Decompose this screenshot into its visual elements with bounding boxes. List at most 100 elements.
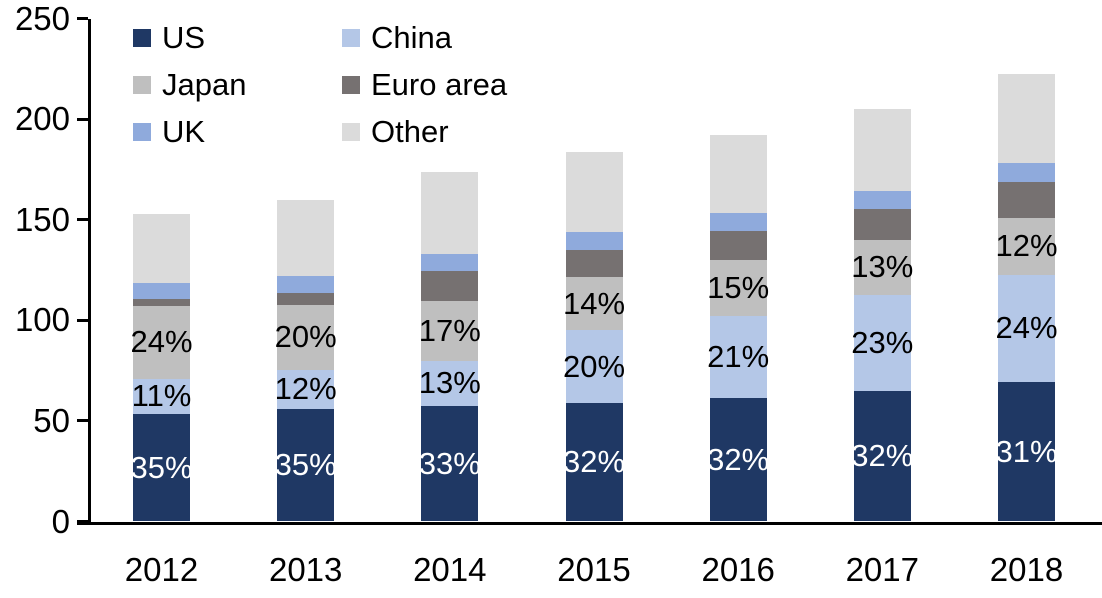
- bar-segment-japan-2012: [133, 306, 190, 379]
- y-axis-tick: [77, 419, 88, 423]
- y-tick-label: 100: [14, 301, 70, 339]
- bar-segment-euro-area-2012: [133, 299, 190, 307]
- bar-segment-uk-2017: [853, 190, 911, 209]
- bar-segment-china-2013: [277, 369, 335, 409]
- bar-segment-label-japan-2015: 14%: [562, 285, 626, 321]
- bar-segment-other-2017: [853, 109, 911, 191]
- legend-label-euro-area: Euro area: [371, 67, 508, 102]
- bar-segment-label-us-2012: 35%: [130, 449, 193, 485]
- legend-item-japan: Japan: [133, 68, 246, 102]
- bar-segment-label-japan-2014: 17%: [418, 312, 481, 348]
- legend-swatch-other: [342, 123, 360, 141]
- bar-segment-label-japan-2013: 20%: [274, 319, 337, 355]
- bar-segment-japan-2014: [421, 301, 479, 361]
- bar-segment-japan-2013: [277, 305, 335, 370]
- legend-item-uk: UK: [133, 115, 205, 149]
- legend-swatch-us: [133, 29, 151, 47]
- bar-segment-uk-2013: [277, 276, 335, 294]
- legend-item-other: Other: [342, 115, 449, 149]
- bar-segment-china-2012: [133, 378, 190, 414]
- bar-segment-us-2015: [565, 402, 623, 522]
- bar-segment-uk-2012: [133, 283, 190, 300]
- legend-label-china: China: [371, 20, 452, 55]
- bar-segment-euro-area-2014: [421, 271, 479, 302]
- bar-segment-label-us-2015: 32%: [562, 444, 626, 480]
- y-axis-line: [88, 19, 91, 525]
- bar-segment-label-china-2018: 24%: [995, 310, 1058, 346]
- bar-segment-uk-2014: [421, 253, 479, 271]
- bar-segment-japan-2016: [709, 259, 767, 317]
- bar-segment-label-china-2017: 23%: [851, 324, 914, 360]
- bar-segment-uk-2015: [565, 231, 623, 250]
- legend-swatch-japan: [133, 76, 151, 94]
- y-tick-label: 150: [14, 200, 70, 238]
- bar-segment-japan-2015: [565, 277, 623, 331]
- bar-segment-euro-area-2016: [709, 230, 767, 260]
- bar-segment-japan-2017: [853, 239, 911, 296]
- y-axis-tick: [77, 17, 88, 20]
- x-axis-line: [77, 521, 1102, 525]
- bar-segment-us-2013: [277, 408, 335, 522]
- y-tick-label: 50: [33, 401, 70, 439]
- x-axis-label-2012: 2012: [124, 551, 199, 588]
- bar-segment-label-japan-2016: 15%: [707, 270, 770, 306]
- x-axis-label-2013: 2013: [268, 551, 343, 588]
- legend-item-euro-area: Euro area: [342, 68, 507, 102]
- x-axis-label-2018: 2018: [989, 551, 1064, 588]
- y-axis-tick: [77, 520, 88, 523]
- bar-segment-china-2017: [853, 295, 911, 391]
- bar-segment-other-2013: [277, 199, 335, 277]
- legend-label-other: Other: [371, 114, 449, 149]
- bar-segment-china-2015: [565, 330, 623, 403]
- bar-segment-label-japan-2017: 13%: [851, 249, 914, 285]
- legend-swatch-china: [342, 29, 360, 47]
- y-axis-tick: [77, 318, 88, 322]
- bar-segment-china-2016: [709, 316, 767, 398]
- x-axis-label-2015: 2015: [557, 551, 631, 588]
- bar-segment-us-2016: [709, 397, 767, 522]
- bar-segment-label-china-2012: 11%: [131, 378, 192, 414]
- bar-segment-uk-2018: [998, 163, 1055, 183]
- bar-segment-label-china-2016: 21%: [707, 339, 770, 375]
- bar-segment-china-2014: [421, 360, 479, 406]
- bar-segment-uk-2016: [709, 212, 767, 231]
- bar-segment-label-japan-2018: 12%: [995, 228, 1058, 264]
- legend-label-japan: Japan: [162, 67, 247, 102]
- legend-item-us: US: [133, 21, 205, 55]
- legend-swatch-euro-area: [342, 76, 360, 94]
- bar-segment-label-us-2016: 32%: [707, 441, 770, 477]
- y-tick-label: 250: [14, 0, 70, 37]
- legend-item-china: China: [342, 21, 452, 55]
- bar-segment-japan-2018: [998, 217, 1055, 276]
- bar-segment-label-us-2013: 35%: [274, 447, 337, 483]
- legend-label-us: US: [162, 20, 206, 55]
- bar-segment-label-us-2014: 33%: [418, 445, 481, 481]
- x-axis-label-2016: 2016: [701, 551, 775, 588]
- bar-segment-label-china-2013: 12%: [274, 371, 337, 407]
- bar-segment-other-2014: [421, 172, 479, 254]
- bar-segment-other-2012: [133, 213, 190, 284]
- bar-segment-other-2016: [709, 135, 767, 213]
- legend-swatch-uk: [133, 123, 151, 141]
- bar-segment-other-2015: [565, 152, 623, 232]
- x-axis-label-2014: 2014: [413, 551, 487, 588]
- bar-segment-label-us-2018: 31%: [995, 433, 1058, 469]
- bar-segment-euro-area-2018: [998, 182, 1055, 218]
- bar-segment-us-2018: [998, 381, 1055, 522]
- bar-segment-us-2017: [853, 390, 911, 522]
- y-tick-label: 0: [51, 502, 70, 540]
- y-axis-tick: [77, 218, 88, 222]
- bar-segment-label-japan-2012: 24%: [130, 324, 193, 360]
- bar-segment-us-2014: [421, 405, 479, 522]
- x-axis-label-2017: 2017: [845, 551, 919, 588]
- legend-label-uk: UK: [162, 114, 206, 149]
- y-tick-label: 200: [14, 100, 70, 138]
- bar-segment-label-china-2014: 13%: [418, 365, 481, 401]
- bar-segment-euro-area-2015: [565, 249, 623, 278]
- bar-segment-china-2018: [998, 275, 1055, 382]
- y-axis-tick: [77, 117, 88, 121]
- bar-segment-label-china-2015: 20%: [562, 348, 626, 384]
- bar-segment-us-2012: [133, 413, 190, 522]
- bar-segment-other-2018: [998, 73, 1055, 164]
